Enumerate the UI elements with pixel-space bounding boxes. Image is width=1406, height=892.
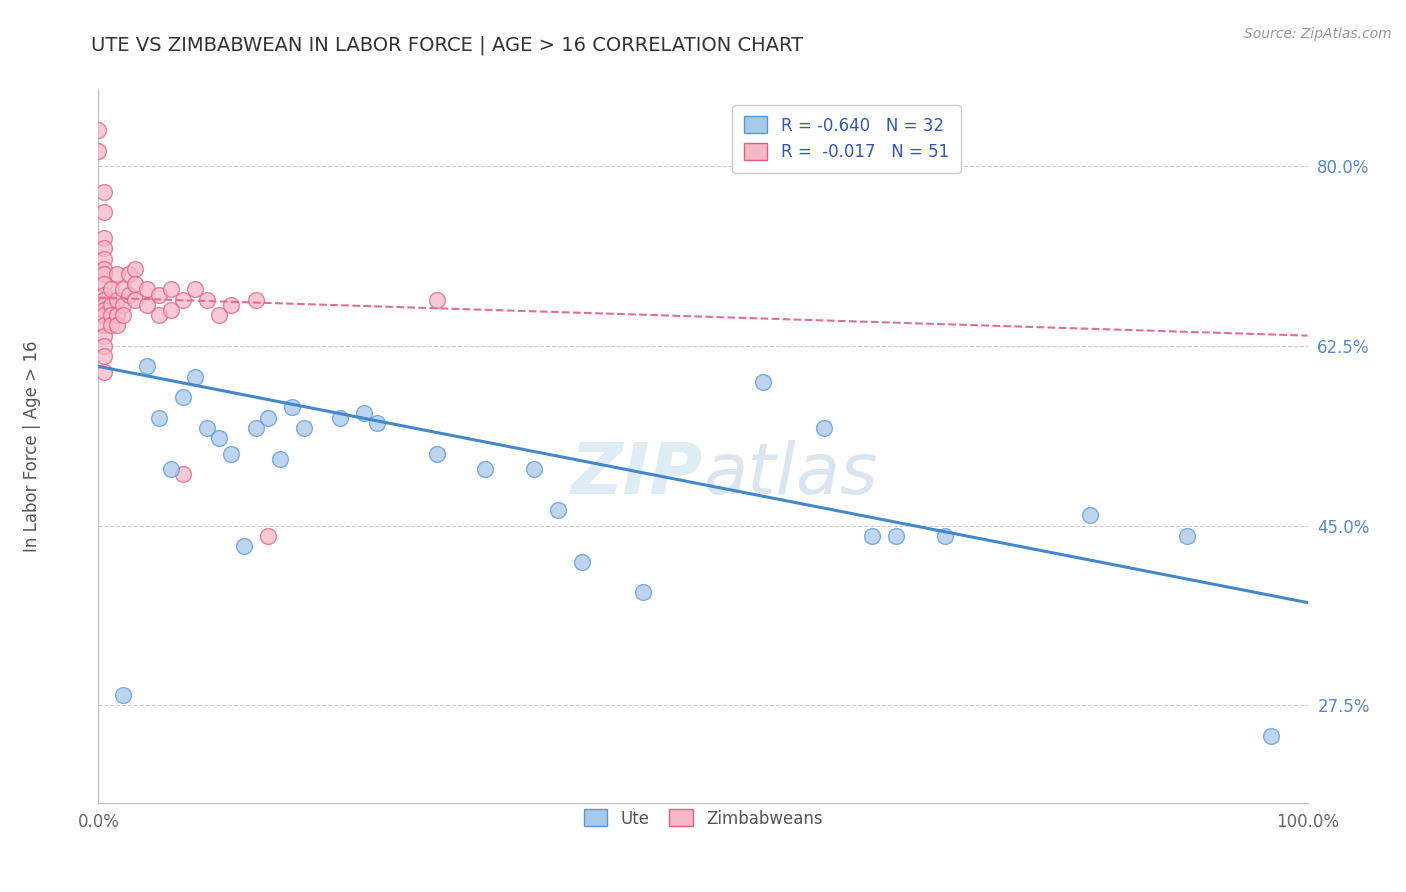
Point	[245, 421, 267, 435]
Point	[160, 462, 183, 476]
Point	[292, 421, 315, 435]
Point	[135, 282, 157, 296]
Point	[353, 406, 375, 420]
Point	[329, 410, 352, 425]
Point	[160, 302, 183, 317]
Point	[148, 308, 170, 322]
Text: ZIP: ZIP	[571, 440, 703, 509]
Point	[124, 277, 146, 292]
Point	[256, 529, 278, 543]
Point	[281, 401, 304, 415]
Point	[172, 293, 194, 307]
Point	[105, 318, 128, 333]
Point	[93, 302, 115, 317]
Point	[221, 447, 243, 461]
Point	[93, 328, 115, 343]
Point	[111, 282, 134, 296]
Point	[1175, 529, 1198, 543]
Point	[813, 421, 835, 435]
Legend: Ute, Zimbabweans: Ute, Zimbabweans	[571, 796, 835, 841]
Point	[860, 529, 883, 543]
Point	[93, 349, 115, 363]
Point	[93, 308, 115, 322]
Point	[184, 369, 207, 384]
Point	[111, 688, 134, 702]
Point	[135, 359, 157, 374]
Point	[93, 261, 115, 276]
Point	[93, 287, 115, 301]
Point	[105, 308, 128, 322]
Point	[184, 282, 207, 296]
Point	[93, 267, 115, 281]
Point	[124, 261, 146, 276]
Point	[195, 293, 218, 307]
Point	[1078, 508, 1101, 523]
Text: UTE VS ZIMBABWEAN IN LABOR FORCE | AGE > 16 CORRELATION CHART: UTE VS ZIMBABWEAN IN LABOR FORCE | AGE >…	[91, 36, 803, 55]
Point	[148, 410, 170, 425]
Point	[269, 451, 291, 466]
Point	[172, 467, 194, 482]
Point	[160, 282, 183, 296]
Point	[571, 554, 593, 568]
Point	[93, 298, 115, 312]
Point	[93, 318, 115, 333]
Point	[105, 267, 128, 281]
Point	[474, 462, 496, 476]
Text: Source: ZipAtlas.com: Source: ZipAtlas.com	[1244, 27, 1392, 41]
Point	[426, 447, 449, 461]
Point	[93, 339, 115, 353]
Point	[93, 277, 115, 292]
Point	[934, 529, 956, 543]
Point	[426, 293, 449, 307]
Point	[245, 293, 267, 307]
Point	[256, 410, 278, 425]
Point	[111, 308, 134, 322]
Point	[752, 375, 775, 389]
Point	[100, 282, 122, 296]
Point	[93, 205, 115, 219]
Point	[547, 503, 569, 517]
Point	[118, 267, 141, 281]
Point	[148, 287, 170, 301]
Point	[208, 308, 231, 322]
Point	[523, 462, 546, 476]
Point	[93, 185, 115, 199]
Point	[93, 365, 115, 379]
Point	[124, 293, 146, 307]
Point	[631, 585, 654, 599]
Point	[93, 241, 115, 255]
Point	[366, 416, 388, 430]
Point	[1260, 729, 1282, 743]
Point	[208, 431, 231, 445]
Point	[111, 298, 134, 312]
Point	[100, 318, 122, 333]
Point	[118, 287, 141, 301]
Point	[100, 298, 122, 312]
Point	[93, 231, 115, 245]
Point	[232, 539, 254, 553]
Text: In Labor Force | Age > 16: In Labor Force | Age > 16	[22, 340, 41, 552]
Point	[105, 293, 128, 307]
Point	[93, 252, 115, 266]
Point	[87, 123, 110, 137]
Point	[221, 298, 243, 312]
Point	[93, 293, 115, 307]
Point	[172, 390, 194, 404]
Point	[100, 308, 122, 322]
Text: atlas: atlas	[703, 440, 877, 509]
Point	[886, 529, 908, 543]
Point	[195, 421, 218, 435]
Point	[87, 144, 110, 158]
Point	[135, 298, 157, 312]
